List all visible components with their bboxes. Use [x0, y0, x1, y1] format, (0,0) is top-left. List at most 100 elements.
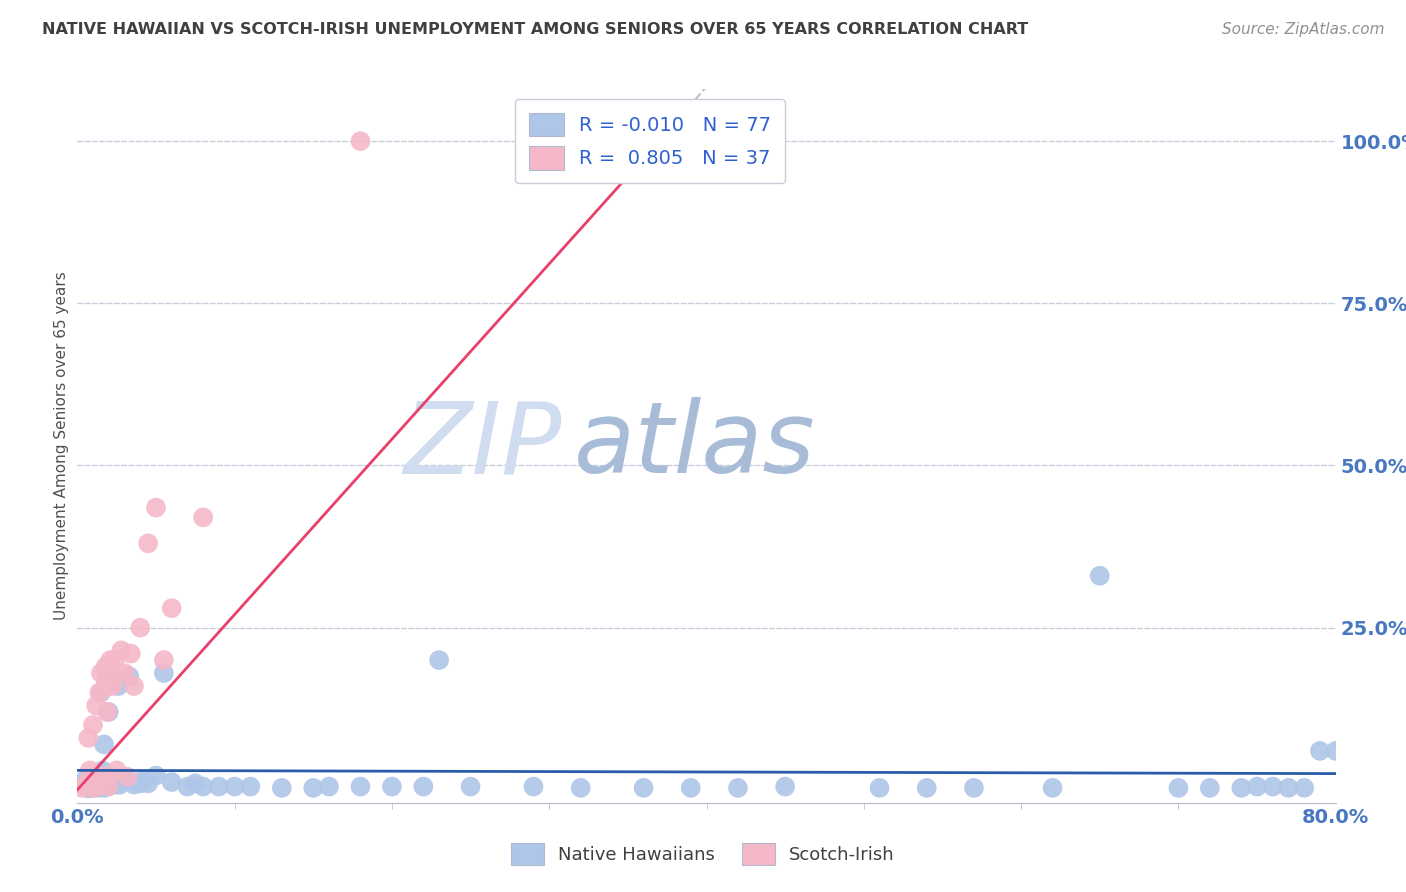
- Legend: R = -0.010   N = 77, R =  0.805   N = 37: R = -0.010 N = 77, R = 0.805 N = 37: [515, 99, 785, 184]
- Point: [93, 770, 115, 784]
- Point: [84, 773, 107, 788]
- Point: [160, 775, 183, 789]
- Point: [153, 653, 176, 667]
- Point: [98, 653, 121, 667]
- Text: ZIP: ZIP: [404, 398, 562, 494]
- Point: [122, 679, 145, 693]
- Point: [103, 673, 125, 687]
- Point: [118, 669, 141, 683]
- Point: [97, 705, 120, 719]
- Point: [679, 780, 702, 795]
- Point: [77, 731, 100, 745]
- Point: [208, 780, 231, 794]
- Point: [1309, 744, 1331, 758]
- Text: Source: ZipAtlas.com: Source: ZipAtlas.com: [1222, 22, 1385, 37]
- Point: [224, 780, 246, 794]
- Point: [132, 773, 155, 788]
- Point: [129, 621, 152, 635]
- Point: [1088, 568, 1111, 582]
- Point: [97, 770, 120, 784]
- Point: [349, 134, 371, 148]
- Legend: Native Hawaiians, Scotch-Irish: Native Hawaiians, Scotch-Irish: [502, 834, 904, 874]
- Point: [114, 771, 136, 785]
- Point: [94, 659, 117, 673]
- Point: [84, 780, 107, 794]
- Point: [75, 780, 97, 794]
- Point: [318, 780, 340, 794]
- Point: [136, 776, 159, 790]
- Point: [91, 764, 114, 778]
- Point: [115, 773, 138, 788]
- Point: [412, 780, 434, 794]
- Point: [89, 685, 111, 699]
- Point: [460, 780, 482, 794]
- Point: [1230, 780, 1253, 795]
- Point: [239, 780, 262, 794]
- Point: [87, 780, 110, 794]
- Point: [94, 679, 117, 693]
- Point: [84, 776, 107, 790]
- Point: [1261, 780, 1284, 794]
- Point: [773, 780, 796, 794]
- Point: [105, 778, 128, 792]
- Point: [145, 500, 167, 515]
- Point: [80, 780, 103, 794]
- Point: [107, 679, 129, 693]
- Point: [97, 780, 120, 794]
- Point: [349, 780, 371, 794]
- Point: [569, 780, 592, 795]
- Point: [184, 776, 207, 790]
- Point: [1294, 780, 1316, 795]
- Point: [381, 780, 404, 794]
- Point: [104, 653, 127, 667]
- Point: [1198, 780, 1220, 795]
- Point: [191, 510, 215, 524]
- Point: [75, 773, 97, 788]
- Point: [93, 738, 115, 752]
- Point: [94, 775, 117, 789]
- Point: [91, 778, 114, 792]
- Point: [87, 770, 110, 784]
- Point: [136, 536, 159, 550]
- Point: [110, 643, 132, 657]
- Point: [191, 780, 215, 794]
- Point: [82, 778, 104, 792]
- Point: [1042, 780, 1064, 795]
- Point: [1277, 780, 1299, 795]
- Point: [94, 673, 117, 687]
- Point: [1167, 780, 1189, 795]
- Point: [120, 647, 142, 661]
- Point: [153, 666, 176, 681]
- Point: [270, 780, 292, 795]
- Point: [114, 666, 136, 681]
- Point: [117, 770, 139, 784]
- Point: [83, 780, 105, 794]
- Point: [82, 718, 104, 732]
- Point: [80, 780, 103, 794]
- Point: [90, 666, 112, 681]
- Point: [77, 781, 100, 796]
- Point: [87, 780, 110, 795]
- Point: [427, 653, 450, 667]
- Point: [93, 780, 115, 795]
- Point: [75, 776, 97, 790]
- Point: [103, 669, 125, 683]
- Point: [82, 780, 104, 795]
- Point: [101, 773, 124, 788]
- Point: [129, 776, 152, 790]
- Y-axis label: Unemployment Among Seniors over 65 years: Unemployment Among Seniors over 65 years: [53, 272, 69, 620]
- Point: [82, 780, 104, 795]
- Point: [122, 778, 145, 792]
- Point: [108, 778, 131, 792]
- Point: [90, 685, 112, 699]
- Point: [1246, 780, 1268, 794]
- Point: [1324, 744, 1347, 758]
- Point: [75, 780, 97, 794]
- Point: [915, 780, 938, 795]
- Point: [84, 698, 107, 713]
- Point: [91, 776, 114, 790]
- Point: [963, 780, 986, 795]
- Point: [96, 780, 118, 794]
- Point: [79, 776, 101, 790]
- Point: [145, 768, 167, 782]
